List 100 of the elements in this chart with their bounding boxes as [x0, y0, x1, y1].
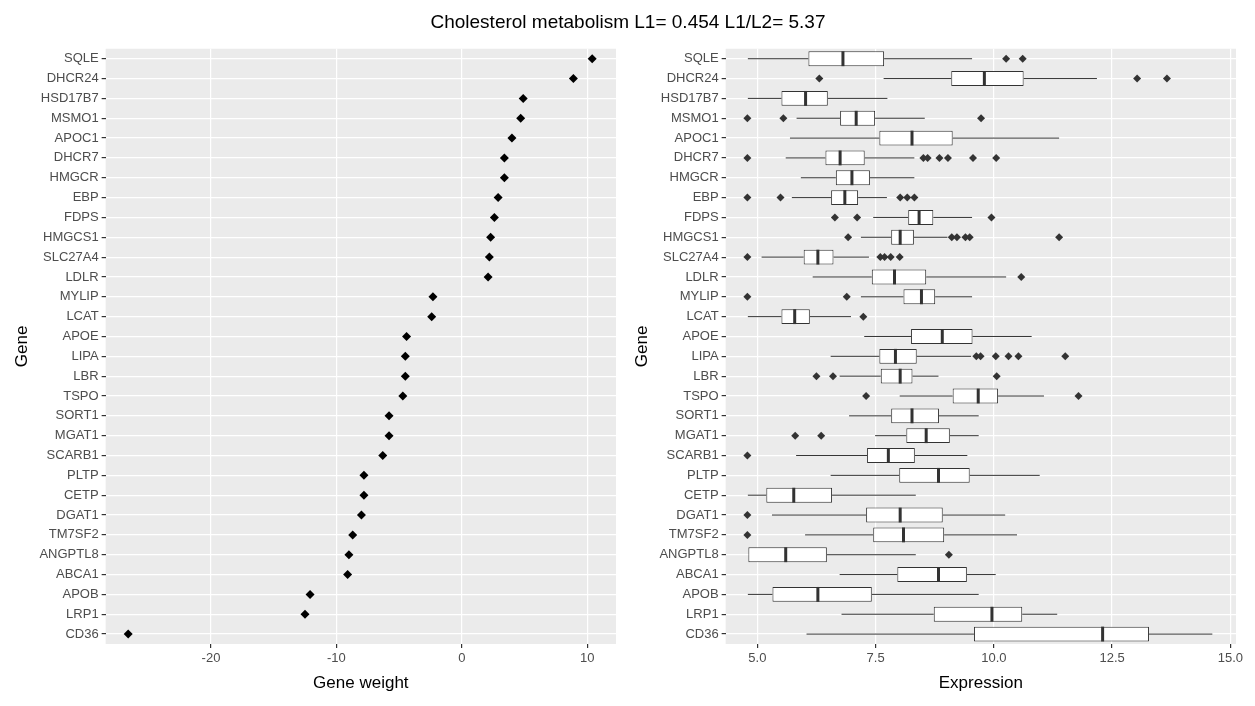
point — [402, 331, 412, 341]
y-tick-label: SLC27A4 — [662, 248, 719, 264]
y-tick-label: TSPO — [683, 387, 719, 403]
y-tick-label: MYLIP — [59, 288, 99, 304]
y-tick-label: ABCA1 — [56, 566, 99, 582]
y-tick-label: LCAT — [686, 308, 719, 324]
point — [486, 232, 496, 242]
point — [305, 589, 315, 599]
point — [587, 54, 597, 64]
y-axis-title: Gene — [631, 325, 651, 368]
x-tick-label: 10 — [579, 650, 595, 666]
y-tick-label: MSMO1 — [50, 109, 99, 125]
y-tick-label: ANGPTL8 — [39, 546, 99, 562]
point — [499, 153, 509, 163]
y-tick-label: LDLR — [685, 268, 719, 284]
x-tick-label: 0 — [458, 650, 466, 666]
x-tick-label: 12.5 — [1099, 650, 1125, 666]
point — [378, 451, 388, 461]
point — [348, 530, 358, 540]
point — [507, 133, 517, 143]
y-tick-label: APOE — [682, 328, 719, 344]
y-tick-label: APOB — [682, 585, 719, 601]
point — [427, 312, 437, 322]
x-tick-label: 10.0 — [981, 650, 1007, 666]
y-tick-label: DHCR7 — [53, 149, 99, 165]
y-tick-label: LDLR — [65, 268, 99, 284]
y-tick-label: SORT1 — [675, 407, 719, 423]
y-tick-label: LIPA — [71, 347, 99, 363]
y-tick-label: SCARB1 — [666, 447, 719, 463]
point — [359, 490, 369, 500]
point — [123, 629, 133, 639]
y-tick-label: APOE — [62, 328, 99, 344]
y-tick-label: HMGCR — [49, 169, 99, 185]
y-tick-label: APOB — [62, 585, 99, 601]
y-tick-label: TSPO — [63, 387, 99, 403]
y-tick-label: MSMO1 — [670, 109, 719, 125]
y-tick-label: CETP — [63, 486, 99, 502]
y-tick-label: SQLE — [683, 50, 719, 66]
y-tick-label: HMGCR — [669, 169, 719, 185]
y-tick-label: FDPS — [683, 209, 719, 225]
y-tick-label: MGAT1 — [54, 427, 99, 443]
point — [400, 371, 410, 381]
y-tick-label: LIPA — [691, 347, 719, 363]
y-tick-label: CD36 — [685, 625, 719, 641]
point — [398, 391, 408, 401]
y-tick-label: LCAT — [66, 308, 99, 324]
y-tick-label: PLTP — [67, 466, 99, 482]
y-tick-label: PLTP — [687, 466, 719, 482]
y-tick-label: SLC27A4 — [42, 248, 99, 264]
y-tick-label: ABCA1 — [676, 566, 719, 582]
y-tick-label: MGAT1 — [674, 427, 719, 443]
point — [499, 173, 509, 183]
x-tick-label: 5.0 — [748, 650, 767, 666]
y-tick-label: LBR — [693, 367, 719, 383]
y-tick-label: APOC1 — [674, 129, 719, 145]
x-tick-label: 7.5 — [866, 650, 885, 666]
x-tick-label: -10 — [326, 650, 346, 666]
point — [483, 272, 493, 282]
y-tick-label: ANGPTL8 — [659, 546, 719, 562]
point — [518, 93, 528, 103]
y-tick-label: SCARB1 — [46, 447, 99, 463]
y-tick-label: HSD17B7 — [660, 89, 719, 105]
y-tick-label: DHCR24 — [46, 70, 99, 86]
chart-title: Cholesterol metabolism L1= 0.454 L1/L2= 5.37 — [429, 10, 827, 34]
y-tick-label: MYLIP — [679, 288, 719, 304]
point — [489, 212, 499, 222]
y-tick-label: HMGCS1 — [43, 228, 99, 244]
y-axis-title: Gene — [11, 325, 31, 368]
point — [343, 570, 353, 580]
x-axis-title: Gene weight — [313, 673, 409, 693]
y-tick-label: DHCR7 — [673, 149, 719, 165]
point — [568, 74, 578, 84]
y-tick-label: HSD17B7 — [40, 89, 99, 105]
point — [428, 292, 438, 302]
y-tick-label: SQLE — [63, 50, 99, 66]
point — [516, 113, 526, 123]
y-tick-label: LRP1 — [66, 605, 99, 621]
y-tick-label: DGAT1 — [56, 506, 99, 522]
point — [400, 351, 410, 361]
point — [493, 193, 503, 203]
y-tick-label: FDPS — [63, 209, 99, 225]
y-tick-label: CD36 — [65, 625, 99, 641]
y-tick-label: TM7SF2 — [48, 526, 99, 542]
point — [300, 609, 310, 619]
x-axis-title: Expression — [938, 673, 1023, 693]
y-tick-label: LRP1 — [686, 605, 719, 621]
point — [356, 510, 366, 520]
y-tick-label: DHCR24 — [666, 70, 719, 86]
point — [344, 550, 354, 560]
point — [484, 252, 494, 262]
y-tick-label: SORT1 — [55, 407, 99, 423]
y-tick-label: EBP — [72, 189, 99, 205]
y-tick-label: APOC1 — [54, 129, 99, 145]
y-tick-label: HMGCS1 — [663, 228, 719, 244]
x-tick-label: 15.0 — [1217, 650, 1243, 666]
point — [384, 411, 394, 421]
point — [359, 470, 369, 480]
x-tick-label: -20 — [201, 650, 221, 666]
y-tick-label: TM7SF2 — [668, 526, 719, 542]
point — [384, 431, 394, 441]
